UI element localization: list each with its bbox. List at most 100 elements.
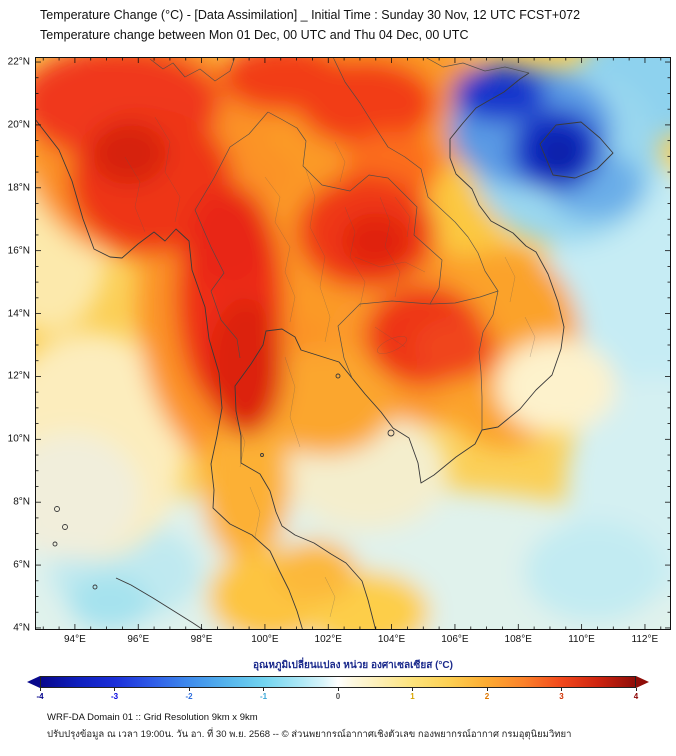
island-dot-2 [62, 524, 68, 530]
temperature-field [35, 57, 671, 630]
colorbar-tick-mark [486, 688, 488, 691]
island-dot-3 [52, 541, 58, 547]
colorbar-tick-mark [635, 688, 637, 691]
province-line [304, 166, 331, 343]
border-myanmar-thailand [194, 111, 269, 359]
province-line [394, 196, 411, 238]
lat-label-12°N: 12°N [7, 370, 30, 382]
colorbar-tick-label-2: 2 [484, 692, 490, 701]
colorbar-tick-mark [561, 688, 562, 691]
border-vietnam-china [424, 57, 530, 74]
colorbar-tick-label--3: -3 [110, 692, 119, 701]
lat-label-16°N: 16°N [7, 245, 30, 257]
temp-region-ne-thailand-red-core [341, 212, 411, 270]
colorbar-tick-label--1: -1 [259, 692, 268, 701]
temp-region-west-red-core-s [207, 297, 284, 437]
country-borders [149, 57, 530, 430]
lon-label-110°E: 110°E [568, 634, 595, 645]
border-thailand-cambodia [337, 300, 431, 379]
temp-region-se-coast-orange [255, 348, 395, 455]
province-line [154, 116, 181, 223]
latitude-axis: 22°N 20°N 18°N 16°N 14°N 12°N 10°N 8°N 6°N 4°N [0, 56, 33, 634]
lon-label-106°E: 106°E [441, 634, 469, 645]
temp-region-west-red-core-n [188, 187, 272, 289]
colorbar-gradient [40, 676, 636, 688]
lon-label-104°E: 104°E [377, 634, 406, 645]
footer-domain-info: WRF-DA Domain 01 :: Grid Resolution 9km … [47, 712, 258, 723]
temp-region-se-sea-cyan [524, 521, 664, 622]
island-dot-1 [54, 506, 60, 512]
lon-label-112°E: 112°E [631, 634, 659, 645]
temp-region-cambodia-red-2 [413, 316, 497, 380]
temperature-change-map [35, 57, 671, 630]
koh-samui-island [260, 453, 264, 457]
colorbar-tick-mark [114, 688, 115, 691]
colorbar-tick-label--4: -4 [36, 692, 44, 701]
province-line [249, 486, 261, 538]
footer-thai-credit: ปรับปรุงข้อมูล ณ เวลา 19:00น. วัน อา. ที… [47, 729, 572, 740]
lon-label-102°E: 102°E [314, 634, 342, 645]
hainan-island [539, 121, 614, 179]
coastline-east [234, 72, 565, 630]
lat-label-18°N: 18°N [7, 182, 30, 194]
colorbar-tick-label--2: -2 [185, 692, 193, 701]
colorbar-left-arrow [27, 676, 40, 688]
province-line [264, 176, 296, 323]
lat-label-20°N: 20°N [7, 119, 30, 131]
lon-label-94°E: 94°E [63, 634, 86, 645]
sumatra-coast [115, 577, 205, 630]
tonle-sap-lake [377, 336, 407, 354]
province-line [324, 576, 336, 618]
lon-label-98°E: 98°E [190, 634, 213, 645]
temp-region-tonkin-deep-blue-nw [451, 65, 547, 122]
border-myanmar-china [149, 57, 236, 82]
province-line [284, 356, 301, 448]
colorbar-tick-mark [412, 688, 413, 691]
colorbar-ticks: -4 -3 -2 -1 0 1 2 3 4 [36, 688, 639, 704]
colorbar-tick-mark [337, 688, 339, 691]
lat-label-6°N: 6°N [13, 559, 30, 571]
longitude-axis: 94°E 96°E 98°E 100°E 102°E 104°E 106°E 108°E 110… [35, 633, 671, 648]
lon-label-100°E: 100°E [251, 634, 279, 645]
province-line [504, 256, 516, 303]
page-title: Temperature Change (°C) - [Data Assimila… [40, 8, 581, 22]
border-thailand-laos-mekong [267, 111, 443, 305]
province-line [354, 256, 426, 273]
colorbar-right-arrow [636, 676, 649, 688]
coastline-west [35, 118, 304, 630]
province-borders [124, 116, 536, 618]
temp-region-peninsula-orange [201, 411, 291, 562]
phu-quoc-island [387, 429, 395, 437]
temp-region-viet-coast-pale [496, 338, 617, 434]
temp-region-sw-cyan-2 [68, 574, 151, 630]
colorbar-tick-label-3: 3 [559, 692, 564, 701]
border-laos-cambodia [429, 290, 499, 305]
province-line [524, 316, 536, 358]
lon-label-108°E: 108°E [504, 634, 532, 645]
province-line [374, 326, 406, 348]
map-area [35, 57, 671, 630]
lat-label-22°N: 22°N [7, 56, 30, 68]
colorbar-tick-mark [188, 688, 190, 691]
province-line [124, 156, 146, 233]
lat-label-14°N: 14°N [7, 308, 30, 320]
koh-chang-island [335, 373, 341, 379]
colorbar-tick-mark [263, 688, 264, 691]
temp-region-nw-red-core [90, 121, 167, 185]
colorbar-tick-label-4: 4 [633, 692, 639, 701]
coastlines [35, 72, 614, 630]
province-line [379, 196, 401, 298]
border-vietnam-west [332, 57, 499, 430]
lat-label-10°N: 10°N [7, 433, 30, 445]
lat-label-4°N: 4°N [13, 622, 30, 634]
temp-region-south-yellow-3 [274, 540, 357, 603]
colorbar-tick-label-0: 0 [335, 692, 341, 701]
province-line [334, 141, 346, 183]
lat-label-8°N: 8°N [13, 496, 30, 508]
province-line [234, 416, 246, 468]
lon-label-96°E: 96°E [127, 634, 150, 645]
island-dot-4 [92, 584, 98, 590]
province-line [344, 206, 366, 308]
temp-region-andaman-white [35, 433, 142, 559]
